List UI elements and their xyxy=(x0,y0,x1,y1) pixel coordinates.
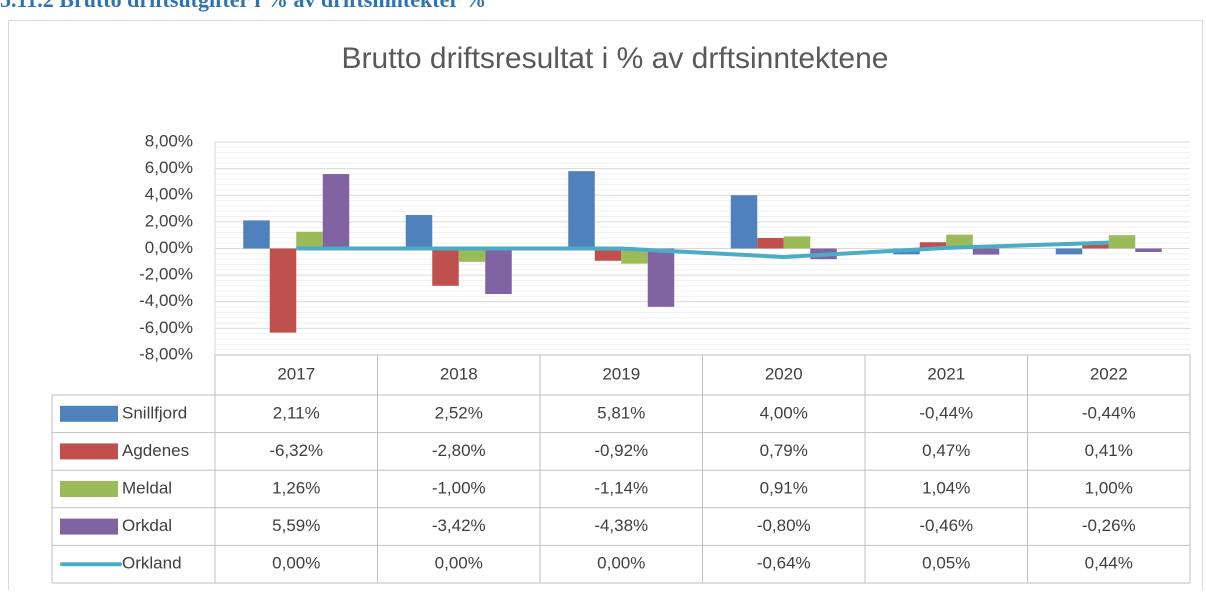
chart-frame xyxy=(8,20,1203,595)
bar xyxy=(1108,235,1136,249)
bar xyxy=(485,248,512,295)
y-tick-label: 0,00% xyxy=(145,238,193,257)
bar xyxy=(594,248,622,261)
line xyxy=(296,240,1109,260)
y-tick-label: 6,00% xyxy=(145,158,193,177)
y-tick-label: 2,00% xyxy=(145,211,193,230)
legend-key xyxy=(60,443,118,460)
bar xyxy=(432,248,459,286)
table-value: 5,59% xyxy=(272,516,320,535)
bar xyxy=(647,248,675,307)
y-tick-label: -4,00% xyxy=(139,291,193,310)
bar xyxy=(621,248,648,264)
table-value: 5,81% xyxy=(597,403,645,422)
table-value: 0,47% xyxy=(922,441,970,460)
x-tick-label: 2022 xyxy=(1090,364,1128,383)
x-tick-label: 2017 xyxy=(277,364,315,383)
legend-label: Snillfjord xyxy=(122,403,187,422)
table-value: -0,80% xyxy=(757,516,811,535)
table-value: 0,05% xyxy=(922,554,970,573)
legend-key xyxy=(60,481,118,497)
table-value: 0,00% xyxy=(272,554,320,573)
y-tick-label: -6,00% xyxy=(139,318,193,337)
bar xyxy=(568,171,595,249)
table-value: -0,26% xyxy=(1082,516,1136,535)
y-tick-label: -8,00% xyxy=(139,344,193,363)
legend-label: Orkland xyxy=(122,554,182,573)
table-value: -0,92% xyxy=(594,441,648,460)
bar xyxy=(757,237,784,249)
legend-label: Meldal xyxy=(122,478,172,497)
bar xyxy=(243,220,270,249)
x-tick-label: 2018 xyxy=(440,364,478,383)
chart-title: Brutto driftsresultat i % av drftsinntek… xyxy=(342,42,889,75)
bar xyxy=(322,174,350,249)
bar xyxy=(405,214,433,249)
table-value: 4,00% xyxy=(760,403,808,422)
legend-label: Orkdal xyxy=(122,516,172,535)
bar xyxy=(458,248,486,262)
table-value: 0,41% xyxy=(1085,441,1133,460)
legend-key xyxy=(60,405,118,422)
table-value: -0,44% xyxy=(919,403,973,422)
table-value: 0,00% xyxy=(597,554,645,573)
bar xyxy=(269,248,297,333)
bar xyxy=(919,242,947,249)
table-value: -1,00% xyxy=(432,478,486,497)
table-value: 1,04% xyxy=(922,478,970,497)
legend-label: Agdenes xyxy=(122,441,189,460)
x-tick-label: 2019 xyxy=(602,364,640,383)
y-tick-label: -2,00% xyxy=(139,265,193,284)
table-value: -4,38% xyxy=(594,516,648,535)
bar xyxy=(1135,248,1162,252)
section-heading: 5.11.2 Brutto driftsutgifter i % av drif… xyxy=(0,0,486,12)
x-tick-label: 2021 xyxy=(927,364,965,383)
table-value: 2,52% xyxy=(435,403,483,422)
table-value: 0,79% xyxy=(760,441,808,460)
legend-key xyxy=(60,518,118,535)
bar xyxy=(1055,248,1083,255)
table-value: -3,42% xyxy=(432,516,486,535)
bar xyxy=(946,234,973,249)
table-value: 2,11% xyxy=(273,403,320,422)
table-value: -1,14% xyxy=(594,478,648,497)
x-tick-label: 2020 xyxy=(765,364,803,383)
y-tick-label: 4,00% xyxy=(145,185,193,204)
table-value: -2,80% xyxy=(432,441,486,460)
table-value: 0,00% xyxy=(435,554,483,573)
table-value: -0,64% xyxy=(757,554,811,573)
table-value: 1,00% xyxy=(1085,478,1133,497)
bar xyxy=(1082,243,1109,249)
y-tick-label: 8,00% xyxy=(145,131,193,150)
table-value: 0,44% xyxy=(1085,554,1133,573)
table-value: -0,44% xyxy=(1082,403,1136,422)
table-value: 0,91% xyxy=(760,478,808,497)
table-value: 1,26% xyxy=(272,478,320,497)
table-value: -0,46% xyxy=(919,516,973,535)
bar xyxy=(783,236,811,249)
table-value: -6,32% xyxy=(269,441,323,460)
bar xyxy=(296,231,323,249)
bar xyxy=(972,248,1000,255)
bar xyxy=(730,195,758,249)
